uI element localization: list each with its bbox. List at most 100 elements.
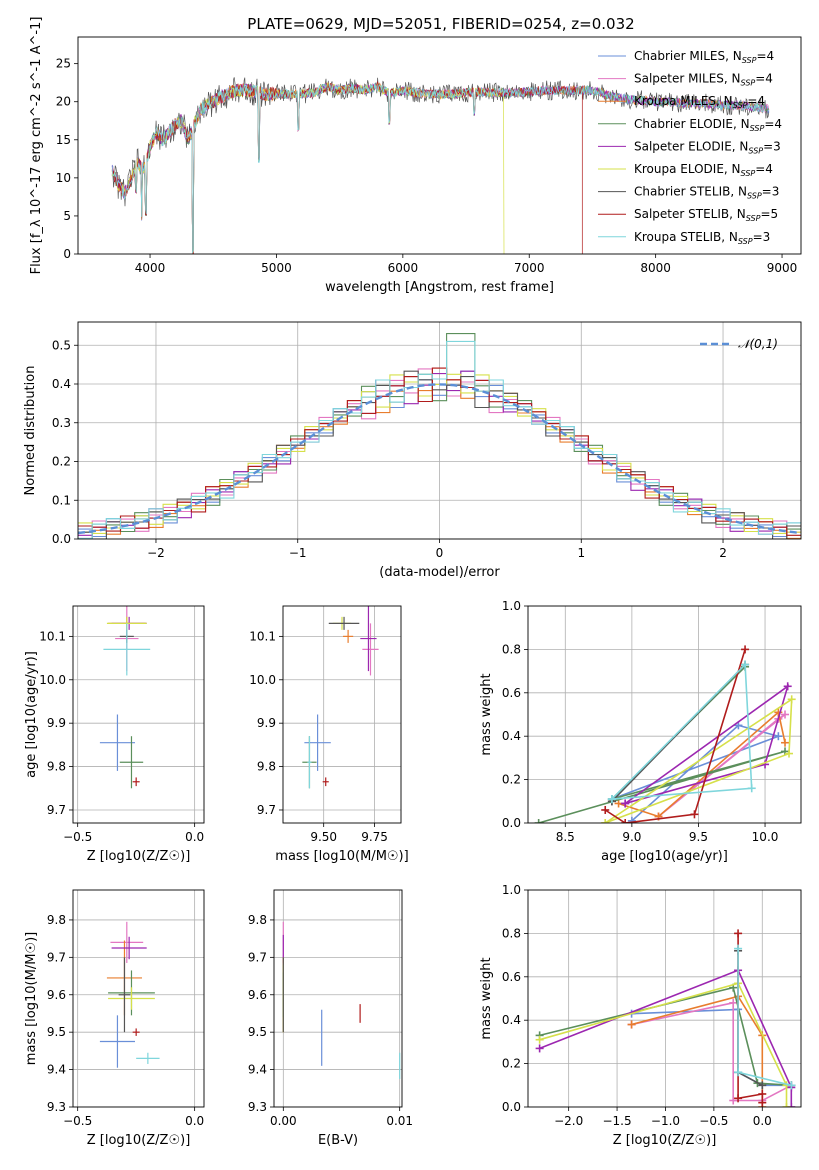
legend-label: Kroupa ELODIE, NSSP=4 bbox=[634, 162, 773, 178]
x-tick-label: 7000 bbox=[514, 261, 545, 275]
legend-label: 𝒩(0,1) bbox=[738, 337, 778, 351]
x-tick-label: −2.0 bbox=[554, 1114, 583, 1128]
legend-label-end: =4 bbox=[755, 72, 773, 86]
x-axis-label: Z [log10(Z/Z☉)] bbox=[87, 1133, 191, 1148]
y-axis-label: age [log10(age/yr)] bbox=[24, 651, 39, 778]
y-tick-label: 9.8 bbox=[248, 913, 267, 927]
y-tick-label: 0.4 bbox=[502, 729, 521, 743]
panel-weight-vs-Z: −2.0 −1.5 −1.0 −0.5 0.0 0.0 0.2 0.4 0.6 0.8 1.0 Z [… bbox=[479, 883, 802, 1148]
x-tick-label: 0.0 bbox=[185, 830, 204, 844]
y-tick-label: 9.6 bbox=[248, 988, 267, 1002]
plot-area bbox=[73, 606, 204, 823]
y-tick-label: 9.4 bbox=[47, 1063, 66, 1077]
legend-label-end: =4 bbox=[764, 117, 782, 131]
weight-line bbox=[657, 713, 786, 818]
legend-label-sub: SSP bbox=[738, 237, 753, 246]
x-tick-label: −1 bbox=[289, 546, 307, 560]
weight-line bbox=[737, 948, 792, 1087]
axes-frame bbox=[273, 889, 403, 1108]
y-tick-label: 0.0 bbox=[502, 816, 521, 830]
panel-spectrum: 4000 5000 6000 7000 8000 9000 0 5 10 15 20 25 wavele… bbox=[29, 17, 802, 295]
legend-label-main: Chabrier MILES, N bbox=[634, 49, 742, 63]
weight-line bbox=[631, 995, 764, 1107]
legend-label: Salpeter MILES, NSSP=4 bbox=[634, 72, 773, 88]
x-tick-label: 9.50 bbox=[310, 830, 337, 844]
legend-label: Chabrier STELIB, NSSP=3 bbox=[634, 185, 779, 201]
x-axis-label: (data-model)/error bbox=[379, 565, 500, 580]
legend-label-main: Salpeter ELODIE, N bbox=[634, 139, 748, 153]
spectrum-line bbox=[111, 80, 583, 254]
legend-label-end: =3 bbox=[763, 139, 781, 153]
y-tick-label: 0.4 bbox=[52, 377, 71, 391]
y-tick-label: 9.7 bbox=[257, 803, 276, 817]
y-tick-label: 0.2 bbox=[502, 773, 521, 787]
y-tick-label: 9.7 bbox=[248, 950, 267, 964]
y-axis-label: mass weight bbox=[479, 957, 494, 1039]
legend-label-end: =5 bbox=[760, 207, 778, 221]
y-tick-label: 0.6 bbox=[502, 686, 521, 700]
legend-label-sub: SSP bbox=[750, 124, 765, 133]
x-tick-label: −0.5 bbox=[63, 1114, 92, 1128]
y-tick-label: 9.6 bbox=[47, 988, 66, 1002]
x-tick-label: 9.0 bbox=[622, 830, 641, 844]
y-tick-label: 0.3 bbox=[52, 416, 71, 430]
y-tick-label: 0.0 bbox=[502, 1100, 521, 1114]
y-axis-label: Flux [f_λ 10^-17 erg cm^-2 s^-1 A^-1] bbox=[29, 17, 44, 275]
y-tick-label: 0.8 bbox=[502, 642, 521, 656]
y-tick-label: 5 bbox=[63, 209, 71, 223]
y-tick-label: 1.0 bbox=[502, 599, 521, 613]
legend-label: Kroupa STELIB, NSSP=3 bbox=[634, 230, 770, 246]
y-tick-label: 15 bbox=[56, 133, 71, 147]
legend-label-main: Kroupa STELIB, N bbox=[634, 230, 738, 244]
weight-line bbox=[611, 662, 753, 800]
spectrum-line bbox=[111, 83, 764, 254]
x-tick-label: 0.01 bbox=[386, 1114, 413, 1128]
y-tick-label: 25 bbox=[56, 57, 71, 71]
y-tick-label: 10.0 bbox=[39, 673, 66, 687]
x-tick-label: 4000 bbox=[135, 261, 166, 275]
axes-frame bbox=[527, 889, 802, 1108]
axes-frame bbox=[282, 605, 402, 824]
x-axis-label: mass [log10(M/M☉)] bbox=[275, 849, 408, 864]
y-tick-label: 0.2 bbox=[502, 1057, 521, 1071]
y-tick-label: 0.2 bbox=[52, 455, 71, 469]
y-tick-label: 9.7 bbox=[47, 803, 66, 817]
legend-label: Chabrier MILES, NSSP=4 bbox=[634, 49, 774, 65]
x-tick-label: 10.0 bbox=[752, 830, 779, 844]
panel-age-vs-mass: 9.50 9.75 9.7 9.8 9.9 10.0 10.1 mass [log10(M/M… bbox=[249, 605, 409, 864]
x-tick-label: −1.0 bbox=[651, 1114, 680, 1128]
x-tick-label: 1 bbox=[577, 546, 585, 560]
y-axis-label: Normed distribution bbox=[23, 366, 38, 496]
legend-label-main: Kroupa MILES, N bbox=[634, 94, 733, 108]
weight-line bbox=[624, 684, 790, 805]
legend-label: Kroupa MILES, NSSP=4 bbox=[634, 94, 765, 110]
x-axis-label: E(B-V) bbox=[318, 1133, 358, 1148]
x-tick-label: 9.75 bbox=[361, 830, 388, 844]
y-tick-label: 0.8 bbox=[502, 926, 521, 940]
panel-residuals: −2 −1 0 1 2 0.0 0.1 0.2 0.3 0.4 0.5 (data-model)/er… bbox=[23, 321, 802, 580]
x-tick-label: −0.5 bbox=[63, 830, 92, 844]
y-tick-label: 1.0 bbox=[502, 883, 521, 897]
weight-line bbox=[631, 1008, 792, 1087]
y-tick-label: 9.8 bbox=[47, 760, 66, 774]
y-tick-label: 10.1 bbox=[39, 629, 66, 643]
y-tick-label: 9.8 bbox=[47, 913, 66, 927]
x-tick-label: −0.5 bbox=[699, 1114, 728, 1128]
x-tick-label: −1.5 bbox=[602, 1114, 631, 1128]
y-axis-label: mass weight bbox=[479, 673, 494, 755]
x-tick-label: 0 bbox=[436, 546, 444, 560]
weight-line bbox=[539, 982, 788, 1107]
x-axis-label: Z [log10(Z/Z☉)] bbox=[613, 1133, 717, 1148]
panel-mass-vs-ebv: 0.00 0.01 9.3 9.4 9.5 9.6 9.7 9.8 E(B-V) bbox=[248, 889, 413, 1148]
y-tick-label: 9.3 bbox=[47, 1100, 66, 1114]
plot-area bbox=[528, 606, 801, 823]
x-axis-label: age [log10(age/yr)] bbox=[601, 849, 728, 864]
legend-label-sub: SSP bbox=[741, 169, 756, 178]
y-tick-label: 0.0 bbox=[52, 532, 71, 546]
x-tick-label: 0.0 bbox=[185, 1114, 204, 1128]
histogram-series bbox=[78, 340, 801, 539]
legend-label: Chabrier ELODIE, NSSP=4 bbox=[634, 117, 782, 133]
y-tick-label: 10.1 bbox=[249, 629, 276, 643]
panel-weight-vs-age: 8.5 9.0 9.5 10.0 0.0 0.2 0.4 0.6 0.8 1.0 age [log1… bbox=[479, 599, 802, 864]
axes-frame bbox=[77, 36, 802, 255]
